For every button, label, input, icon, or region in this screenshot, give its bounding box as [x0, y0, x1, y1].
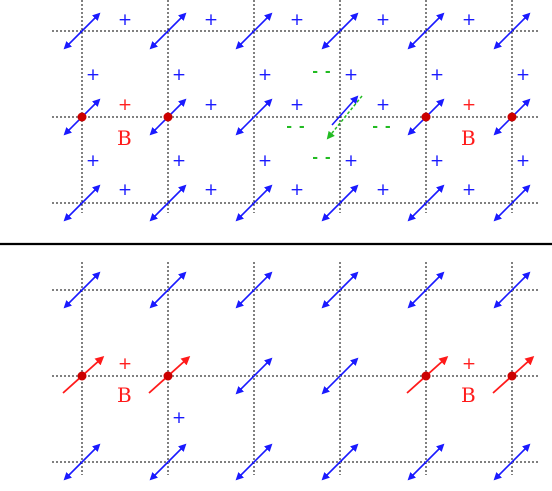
spin-arrow-icon [493, 12, 531, 50]
red-plus-sign: + [118, 354, 132, 374]
spin-arrow-icon [493, 443, 531, 481]
red-site-dot-icon [421, 112, 431, 122]
spin-arrow-icon [63, 12, 101, 50]
spin-arrow-icon [63, 271, 101, 309]
bottom-panel-signs: + + + [118, 354, 476, 428]
green-minus-sign: - - [372, 119, 392, 135]
plus-sign: + [172, 408, 186, 428]
green-minus-sign: - - [312, 150, 332, 166]
spin-arrow-icon [235, 98, 273, 136]
spin-arrow-icon [321, 12, 359, 50]
plus-sign: + [86, 65, 100, 85]
plus-sign: + [204, 180, 218, 200]
plus-sign: + [430, 65, 444, 85]
top-panel-grid [52, 0, 540, 213]
plus-sign: + [290, 10, 304, 30]
red-plus-sign: + [118, 95, 132, 115]
bottom-panel-grid [52, 262, 540, 475]
spin-arrow-icon [407, 12, 445, 50]
red-plus-sign: + [462, 95, 476, 115]
plus-sign: + [344, 151, 358, 171]
plus-sign: + [290, 95, 304, 115]
spin-arrow-icon [63, 443, 101, 481]
plus-sign: + [462, 10, 476, 30]
plus-sign: + [430, 151, 444, 171]
red-site-dot-icon [77, 112, 87, 122]
plus-sign: + [172, 65, 186, 85]
top-right-b-label: B [461, 126, 476, 150]
spin-arrow-icon [235, 443, 273, 481]
spin-arrow-icon [63, 184, 101, 222]
spin-arrow-icon [493, 184, 531, 222]
plus-sign: + [376, 10, 390, 30]
plus-sign: + [118, 10, 132, 30]
plus-sign: + [516, 65, 530, 85]
spin-arrow-icon [321, 271, 359, 309]
plus-sign: + [376, 95, 390, 115]
bottom-left-b-label: B [117, 383, 132, 407]
red-site-dot-icon [163, 371, 173, 381]
plus-sign: + [86, 151, 100, 171]
red-site-dot-icon [507, 112, 517, 122]
red-site-dot-icon [421, 371, 431, 381]
spin-arrow-icon [331, 95, 359, 126]
plus-sign: + [204, 95, 218, 115]
spin-arrow-icon [149, 271, 187, 309]
red-plus-sign: + [462, 354, 476, 374]
spin-arrow-icon [321, 443, 359, 481]
red-site-dot-icon [507, 371, 517, 381]
spin-arrow-icon [149, 12, 187, 50]
plus-sign: + [376, 180, 390, 200]
plus-sign: + [258, 151, 272, 171]
green-minus-sign: - - [312, 64, 332, 80]
spin-arrow-icon [321, 184, 359, 222]
bottom-right-b-label: B [461, 383, 476, 407]
plus-sign: + [462, 180, 476, 200]
spin-arrow-icon [407, 443, 445, 481]
plus-sign: + [172, 151, 186, 171]
spin-arrow-icon [149, 443, 187, 481]
green-minus-sign: - - [286, 119, 306, 135]
plus-sign: + [118, 180, 132, 200]
spin-arrow-icon [493, 271, 531, 309]
plus-sign: + [290, 180, 304, 200]
plus-sign: + [344, 65, 358, 85]
spin-arrow-icon [235, 12, 273, 50]
spin-arrow-icon [235, 357, 273, 395]
top-left-b-label: B [117, 126, 132, 150]
green-spin-arrow-icon [326, 95, 363, 140]
spin-arrow-icon [321, 357, 359, 395]
plus-sign: + [204, 10, 218, 30]
top-panel-signs: + + + + + + + + + + + + + + + + + + + + + + + + + + + - - - - - - - - [86, 10, 530, 200]
plus-sign: + [516, 151, 530, 171]
spin-arrow-icon [407, 184, 445, 222]
spin-arrow-icon [235, 184, 273, 222]
bottom-panel-spins [62, 271, 535, 481]
spin-arrow-icon [235, 271, 273, 309]
red-site-dot-icon [163, 112, 173, 122]
spin-arrow-icon [407, 271, 445, 309]
spin-arrow-icon [149, 184, 187, 222]
red-site-dot-icon [77, 371, 87, 381]
top-panel-spins [63, 12, 531, 222]
plus-sign: + [258, 65, 272, 85]
